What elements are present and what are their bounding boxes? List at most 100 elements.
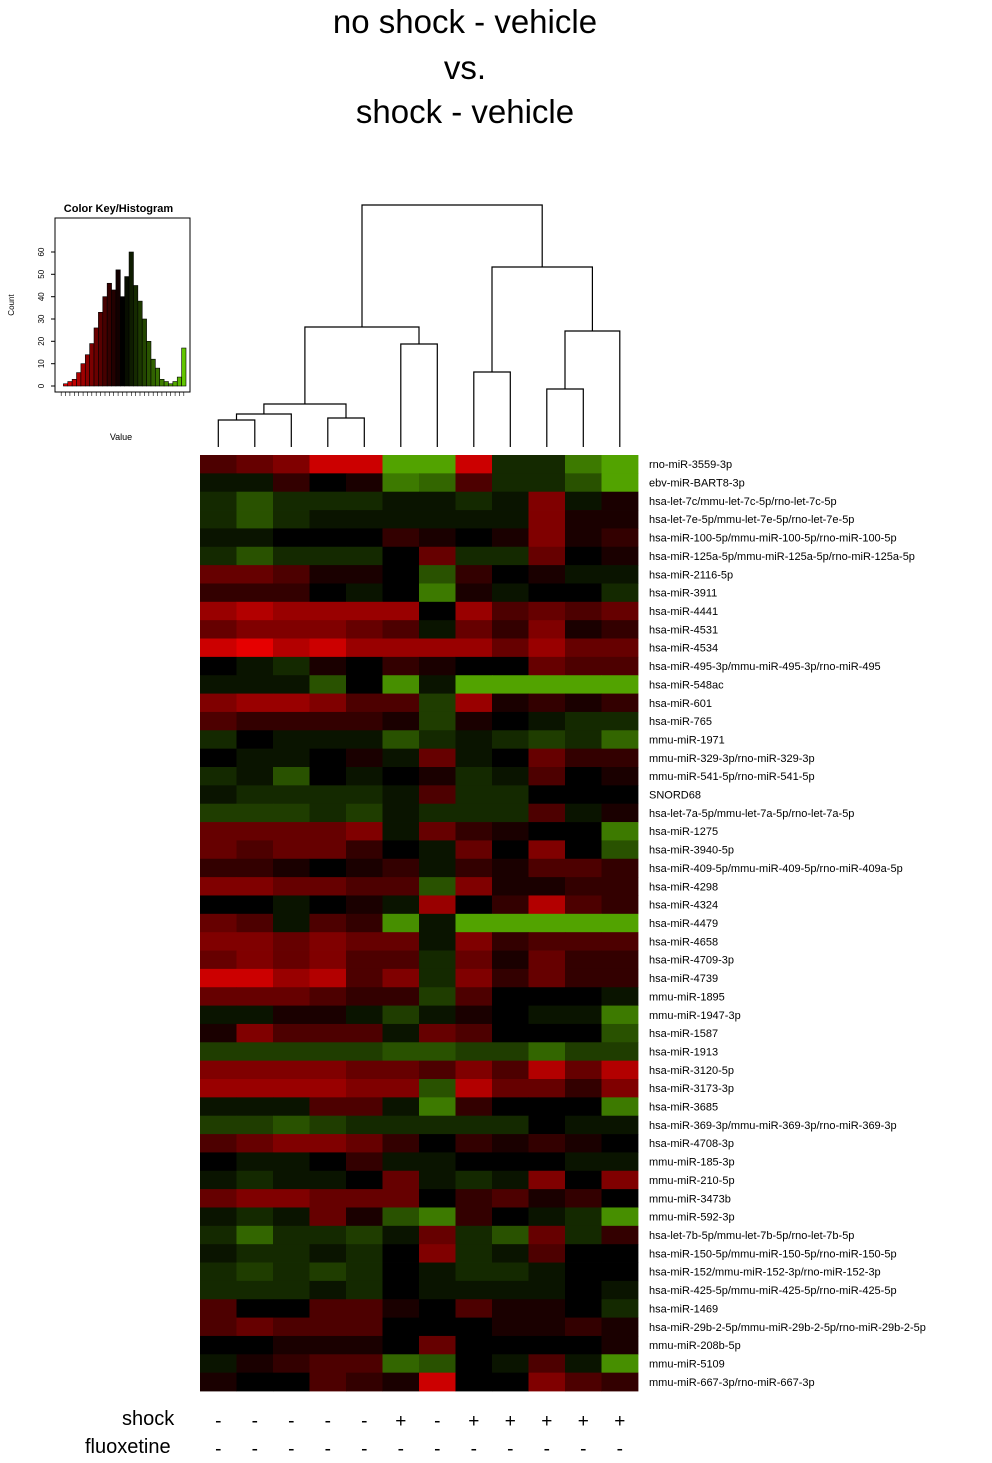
heatmap-cell — [200, 1317, 237, 1337]
row-label: hsa-miR-4324 — [649, 900, 718, 912]
heatmap-cell — [419, 767, 456, 786]
heatmap-cell — [382, 1225, 420, 1245]
heatmap-cell — [419, 748, 456, 768]
heatmap-cell — [528, 748, 566, 768]
heatmap-cell — [455, 1372, 493, 1392]
heatmap-cell — [492, 1152, 529, 1172]
fluoxetine-marker: - — [544, 1439, 550, 1460]
heatmap-cell — [309, 730, 347, 750]
heatmap-cell — [346, 1060, 383, 1080]
heatmap-cell — [382, 455, 420, 474]
histogram-bar — [71, 378, 77, 387]
heatmap-cell — [528, 473, 566, 493]
heatmap-cell — [346, 675, 383, 694]
heatmap-cell — [565, 767, 602, 786]
heatmap-cell — [346, 693, 383, 713]
shock-marker: + — [578, 1411, 589, 1432]
heatmap-cell — [309, 1299, 347, 1318]
heatmap-cell — [492, 840, 529, 860]
heatmap-cell — [455, 491, 493, 511]
heatmap-cell — [565, 1207, 602, 1227]
heatmap-cell — [419, 730, 456, 750]
heatmap-cell — [492, 822, 529, 841]
heatmap-cell — [236, 510, 274, 529]
heatmap-cell — [455, 913, 493, 933]
heatmap-cell — [382, 1317, 420, 1337]
heatmap-cell — [273, 840, 310, 860]
heatmap-cell — [492, 895, 529, 915]
heatmap-cell — [236, 932, 274, 951]
heatmap-cell — [601, 565, 639, 584]
heatmap-cell — [601, 1299, 639, 1318]
heatmap-cell — [528, 638, 566, 658]
heatmap-cell — [455, 968, 493, 988]
heatmap-cell — [565, 1354, 602, 1374]
heatmap-cell — [346, 1299, 383, 1318]
heatmap-cell — [528, 565, 566, 584]
dendrogram-branch — [546, 388, 584, 447]
heatmap-cell — [419, 1097, 456, 1117]
heatmap-cell — [565, 932, 602, 951]
heatmap-cell — [200, 822, 237, 841]
heatmap-cell — [419, 1079, 456, 1098]
heatmap-cell — [565, 491, 602, 511]
heatmap-cell — [601, 601, 639, 621]
heatmap-cell — [455, 1244, 493, 1263]
heatmap-cell — [455, 748, 493, 768]
heatmap-cell — [455, 1170, 493, 1190]
heatmap-cell — [236, 528, 274, 548]
heatmap-cell — [273, 510, 310, 529]
heatmap-cell — [419, 473, 456, 493]
heatmap-cell — [382, 638, 420, 658]
heatmap-cell — [601, 730, 639, 750]
heatmap-cell — [382, 987, 420, 1006]
heatmap-cell — [419, 583, 456, 603]
heatmap-cell — [309, 1079, 347, 1098]
row-label: SNORD68 — [649, 790, 701, 802]
heatmap-cell — [528, 1152, 566, 1172]
heatmap-cell — [309, 1207, 347, 1227]
heatmap-cell — [236, 1280, 274, 1300]
heatmap-cell — [565, 1317, 602, 1337]
heatmap-cell — [565, 675, 602, 694]
row-label: hsa-miR-3940-5p — [649, 845, 734, 857]
heatmap-cell — [419, 510, 456, 529]
heatmap-cell — [346, 913, 383, 933]
heatmap-cell — [346, 455, 383, 474]
histogram-bar — [67, 381, 73, 387]
row-label: mmu-miR-1895 — [649, 991, 725, 1003]
heatmap-cell — [419, 1023, 456, 1043]
heatmap-cell — [528, 491, 566, 511]
heatmap-cell — [236, 656, 274, 676]
heatmap-cell — [200, 1115, 237, 1135]
heatmap-cell — [382, 583, 420, 603]
histogram-ytick-label: 10 — [37, 359, 46, 368]
heatmap-cell — [601, 748, 639, 768]
heatmap-cell — [346, 1244, 383, 1263]
heatmap-cell — [455, 730, 493, 750]
histogram-bar — [120, 296, 125, 387]
heatmap-cell — [528, 1262, 566, 1282]
heatmap-cell — [309, 455, 347, 474]
heatmap-cell — [601, 1115, 639, 1135]
row-label: mmu-miR-185-3p — [649, 1157, 735, 1169]
heatmap-cell — [528, 767, 566, 786]
heatmap-cell — [528, 1060, 566, 1080]
heatmap-cell — [346, 656, 383, 676]
heatmap-cell — [419, 840, 456, 860]
heatmap-cell — [492, 1097, 529, 1117]
heatmap-cell — [236, 1335, 274, 1355]
heatmap-cell — [346, 932, 383, 951]
heatmap-cell — [601, 1335, 639, 1355]
row-label: hsa-miR-3911 — [649, 588, 717, 600]
heatmap-cell — [455, 510, 493, 529]
row-label: hsa-miR-4479 — [649, 918, 718, 930]
heatmap-cell — [273, 913, 310, 933]
histogram-bar — [102, 296, 108, 387]
heatmap-cell — [273, 1189, 310, 1208]
row-label: hsa-miR-4298 — [649, 881, 718, 893]
chart-title-line-2: vs. — [443, 49, 487, 86]
heatmap-cell — [309, 1115, 347, 1135]
heatmap-cell — [455, 528, 493, 548]
heatmap-cell — [419, 1335, 456, 1355]
